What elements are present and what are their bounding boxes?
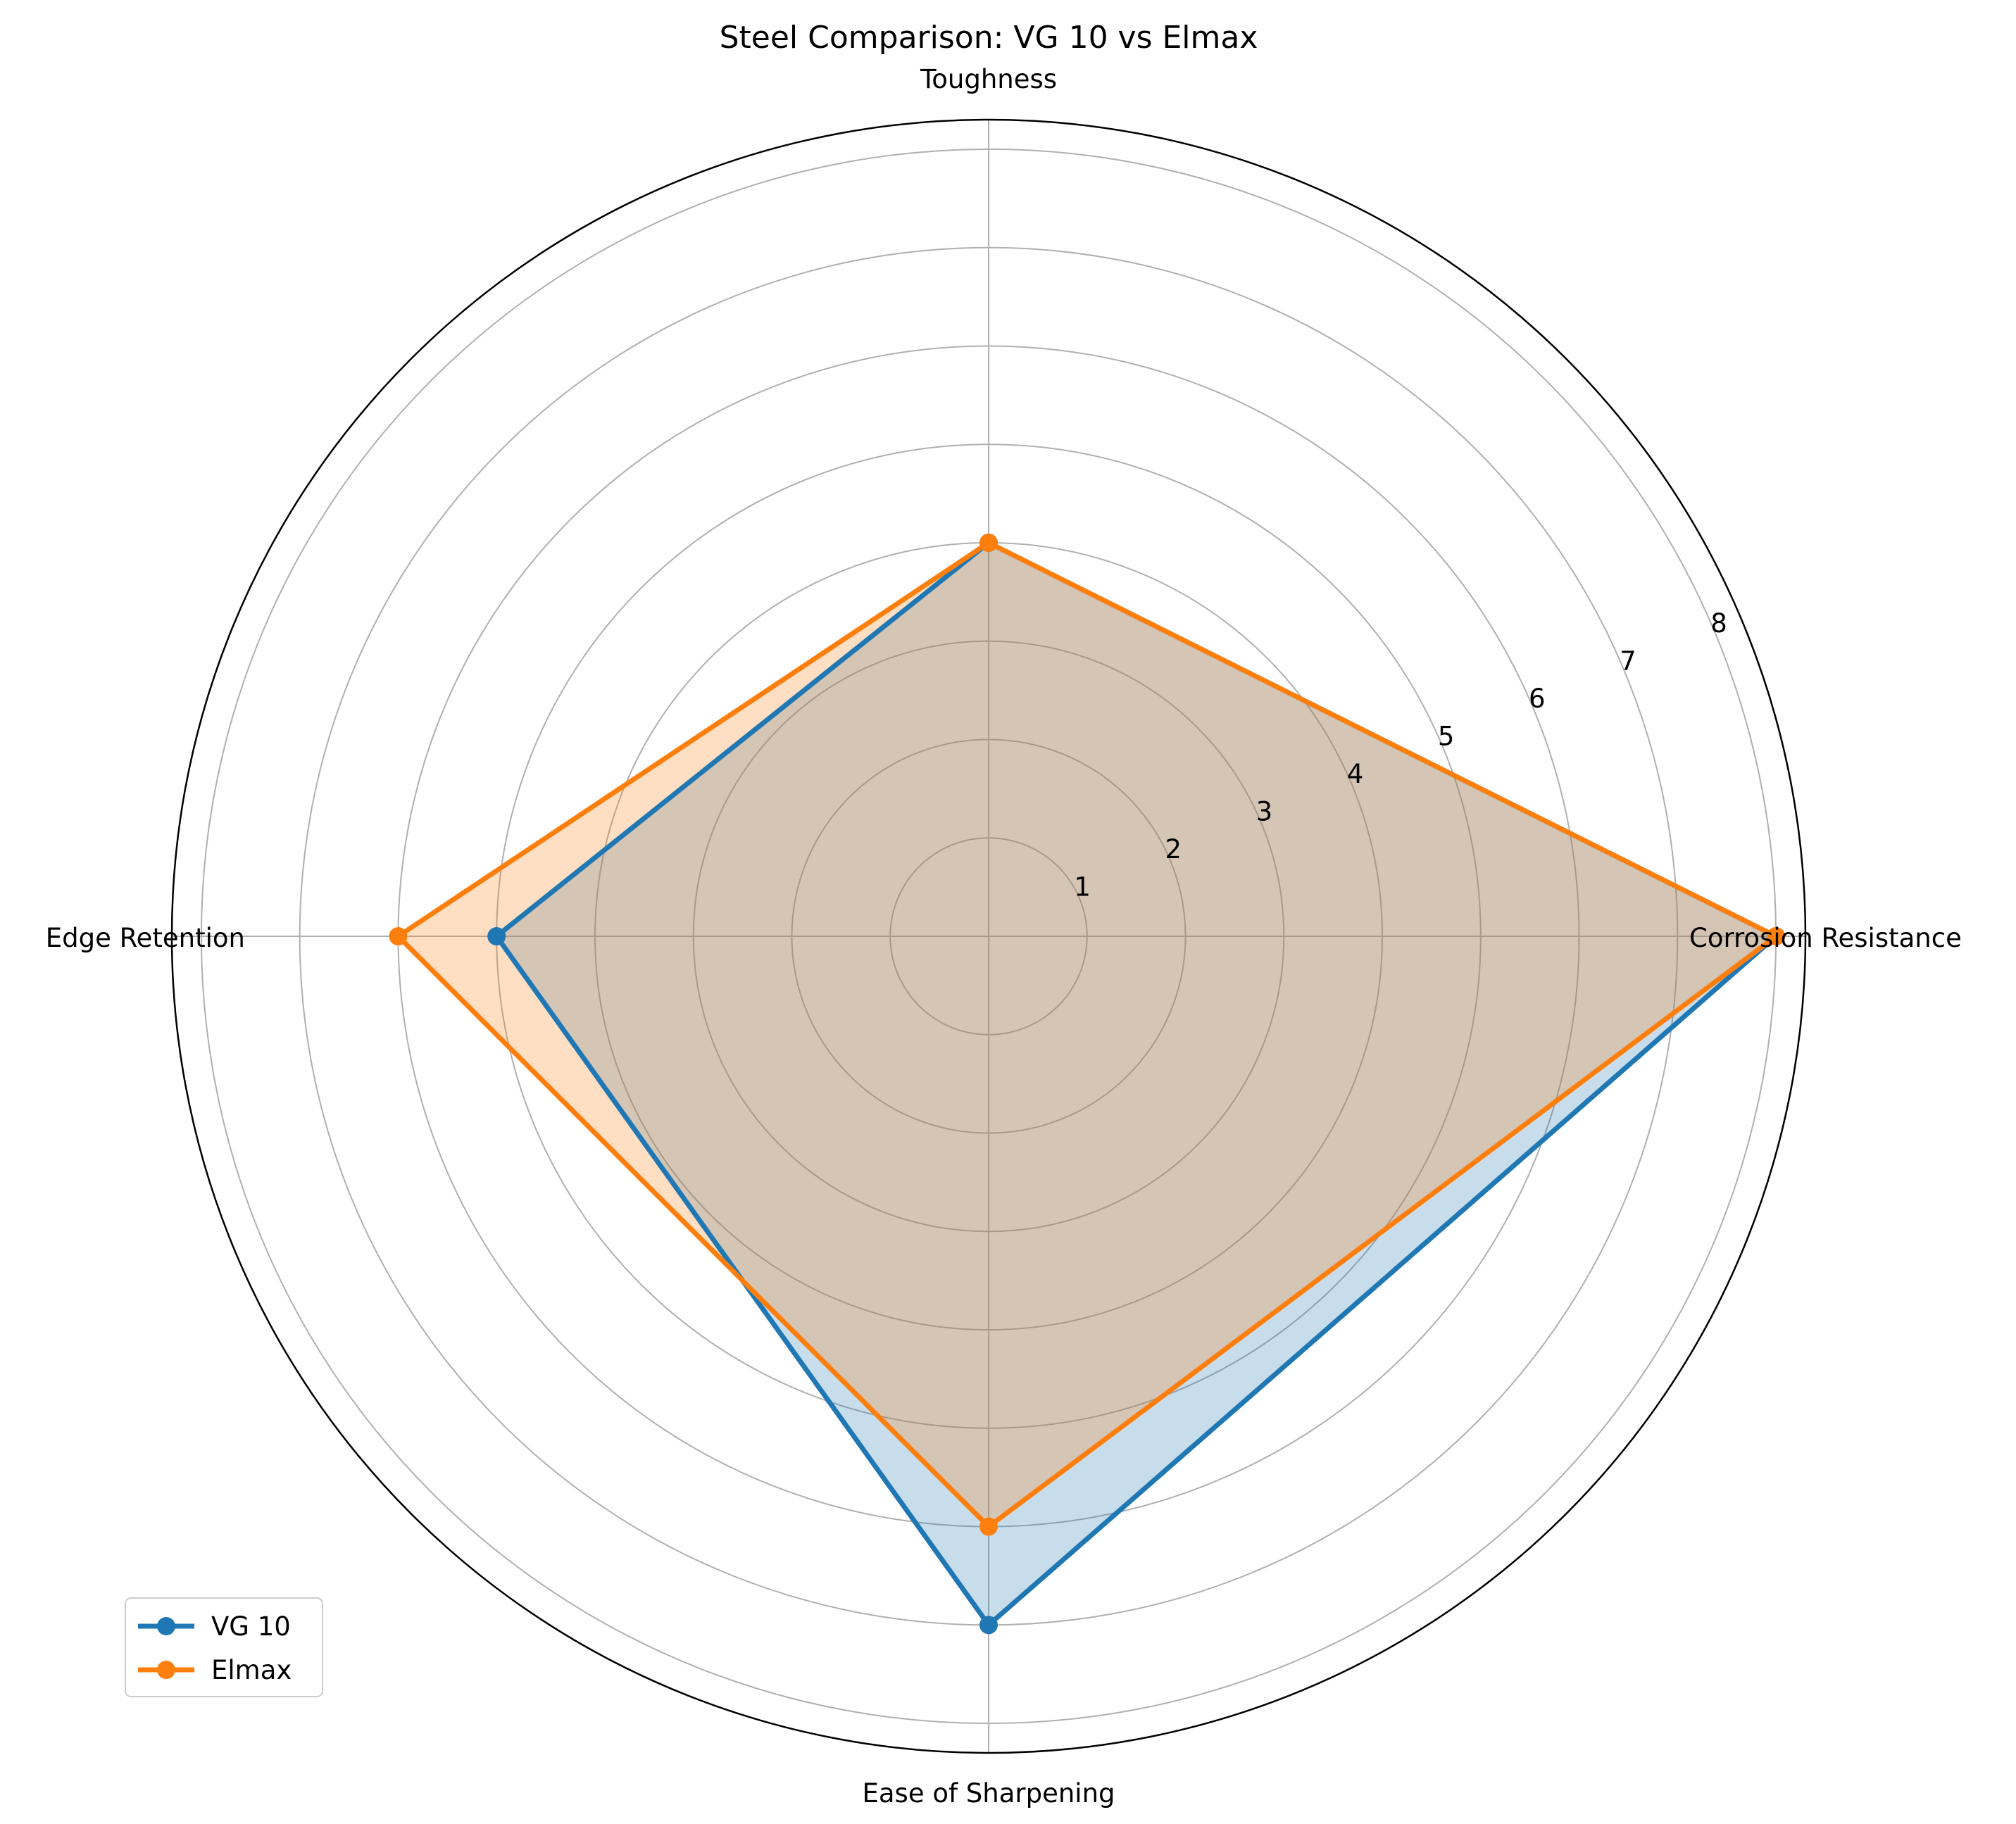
tick-label-r7: 7 bbox=[1620, 646, 1636, 677]
tick-label-r2: 2 bbox=[1165, 834, 1182, 864]
legend: VG 10 Elmax bbox=[125, 1597, 323, 1697]
point-elmax-2 bbox=[979, 533, 998, 552]
series-area-elmax bbox=[398, 543, 1777, 1527]
point-vg10-3 bbox=[487, 927, 506, 945]
axis-label-corrosion-resistance: Corrosion Resistance bbox=[1689, 923, 1962, 953]
point-elmax-4 bbox=[979, 1517, 998, 1536]
tick-label-r8: 8 bbox=[1710, 608, 1727, 639]
point-elmax-3 bbox=[389, 927, 408, 945]
chart-title: Steel Comparison: VG 10 vs Elmax bbox=[720, 20, 1258, 56]
axis-label-ease-of-sharpening: Ease of Sharpening bbox=[862, 1778, 1115, 1809]
legend-marker-elmax bbox=[157, 1661, 175, 1679]
legend-label-vg10: VG 10 bbox=[211, 1611, 291, 1642]
tick-label-r4: 4 bbox=[1347, 759, 1364, 789]
series-layer bbox=[389, 533, 1786, 1635]
axis-label-toughness: Toughness bbox=[920, 64, 1057, 94]
legend-label-elmax: Elmax bbox=[211, 1655, 292, 1685]
tick-label-r3: 3 bbox=[1256, 797, 1273, 827]
point-elmax-1 bbox=[1767, 927, 1786, 945]
legend-marker-vg10 bbox=[157, 1617, 175, 1635]
point-vg10-4 bbox=[979, 1616, 998, 1635]
polar-frame bbox=[170, 118, 1807, 1754]
axis-labels: Corrosion Resistance Toughness Edge Rete… bbox=[46, 64, 1962, 1809]
tick-label-r6: 6 bbox=[1529, 684, 1546, 714]
axis-label-edge-retention: Edge Retention bbox=[46, 923, 245, 953]
tick-label-r1: 1 bbox=[1074, 872, 1091, 902]
radial-tick-labels: 1 2 3 4 5 6 7 8 bbox=[1074, 608, 1727, 902]
tick-label-r5: 5 bbox=[1438, 722, 1455, 752]
